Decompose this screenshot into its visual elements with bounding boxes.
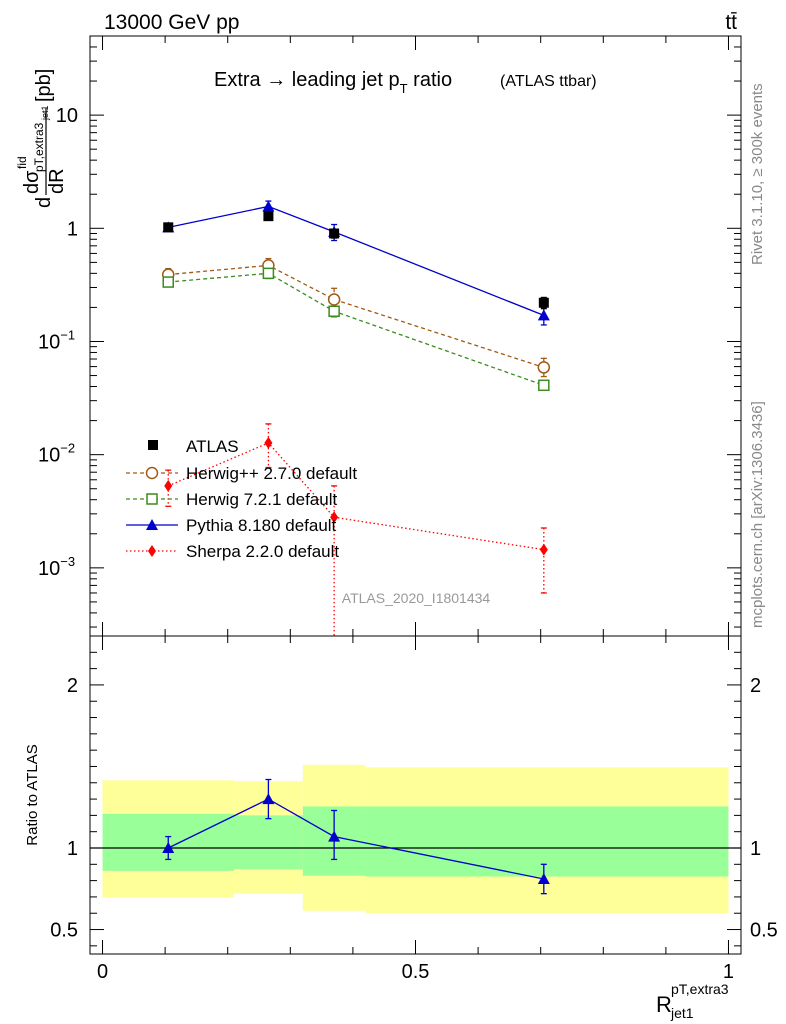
title-sub: T [400, 81, 408, 96]
title-tail: ratio [408, 69, 452, 91]
legend-entry-sherpa: Sherpa 2.2.0 default [126, 542, 339, 561]
data-point [328, 305, 340, 317]
ratio-point [328, 830, 341, 842]
ratio-y-tick-label-left: 0.5 [50, 920, 78, 942]
legend-marker-atlas [148, 440, 158, 450]
data-point [262, 267, 275, 280]
ylabel-unit: [pb] [33, 69, 55, 102]
y-tick-mantissa: 10 [38, 331, 60, 353]
process-label: tt̄ [725, 11, 737, 34]
data-point [537, 361, 551, 374]
ratio-y-tick-label-left: 2 [67, 675, 78, 697]
legend-entry-atlas: ATLAS [148, 437, 239, 456]
ratio-y-tick-label-left: 1 [67, 838, 78, 860]
ylabel-sigma-sub: pT,extra3 [32, 122, 46, 172]
analysis-watermark: ATLAS_2020_I1801434 [342, 590, 491, 606]
series-herwig-2-7-0-default [161, 257, 551, 378]
data-point [330, 511, 339, 524]
series-line-pythia-8-180-default [168, 205, 545, 317]
ylabel-denom-sub: jet1 [40, 105, 50, 121]
series-sherpa-2-2-0-default [164, 423, 548, 636]
energy-label: 13000 GeV pp [104, 11, 239, 34]
y-tick-label: 10−3 [38, 554, 75, 580]
ratio-point [262, 793, 275, 805]
legend-entry-herwig7: Herwig 7.2.1 default [126, 490, 337, 509]
legend-marker-pythia [146, 519, 158, 530]
ratio-y-label: Ratio to ATLAS [24, 744, 41, 845]
ylabel-sigma: dσ [21, 170, 43, 194]
legend-label-sherpa: Sherpa 2.2.0 default [186, 542, 339, 561]
series-herwig-7-2-1-default [162, 267, 550, 392]
xlabel-sub: jet1 [670, 1005, 694, 1021]
data-point [538, 379, 550, 392]
y-tick-label: 10 [56, 105, 78, 127]
xlabel-main: R [656, 992, 672, 1017]
ratio-point [537, 872, 550, 884]
series-atlas [163, 211, 549, 310]
title-main: Extra → leading jet p [214, 69, 400, 91]
data-point [329, 228, 340, 239]
legend-marker-herwigpp [145, 466, 159, 480]
legend-marker-herwig7 [146, 493, 158, 505]
series-line-herwig-7-2-1-default [168, 272, 545, 386]
xlabel-sup: pT,extra3 [671, 981, 729, 997]
mcplots-label: mcplots.cern.ch [arXiv:1306.3436] [749, 401, 766, 628]
ratio-frame [89, 635, 742, 955]
ratio-point [162, 842, 175, 853]
ratio-y-tick-label-right: 2 [750, 675, 761, 697]
ratio-panel: 0 0.5 1 0.5 0.5 1 1 2 2 Ratio to ATLAS R pT,extr… [24, 635, 778, 1021]
title-note: (ATLAS ttbar) [500, 73, 597, 90]
y-tick-exponent: −3 [60, 554, 75, 569]
x-tick-label: 1 [723, 961, 734, 983]
data-point [264, 436, 273, 449]
y-tick-label: 10−2 [38, 441, 75, 467]
legend-marker-sherpa [148, 545, 156, 557]
chart-title: Extra → leading jet pT ratio [214, 69, 452, 96]
ratio-series-group [162, 778, 550, 895]
main-y-label: d dσ fid pT,extra3 dR jet1 [pb] [15, 69, 68, 208]
legend-label-pythia: Pythia 8.180 default [186, 516, 337, 535]
legend-label-herwigpp: Herwig++ 2.7.0 default [186, 464, 357, 483]
ratio-bands [102, 764, 729, 914]
legend-label-herwig7: Herwig 7.2.1 default [186, 490, 337, 509]
data-point [162, 276, 174, 288]
main-series-group [161, 200, 551, 636]
legend-entry-pythia: Pythia 8.180 default [126, 516, 337, 535]
x-tick-label: 0 [97, 961, 108, 983]
data-point [263, 211, 274, 222]
legend-entry-herwigpp: Herwig++ 2.7.0 default [126, 464, 357, 483]
data-point [539, 543, 548, 556]
data-point [163, 222, 174, 233]
ylabel-lead: d [33, 197, 55, 208]
legend: ATLAS Herwig++ 2.7.0 default Herwig 7.2.… [126, 437, 357, 561]
ylabel-sigma-sup: fid [15, 156, 29, 169]
data-point [327, 293, 341, 306]
y-tick-exponent: −2 [60, 441, 75, 456]
uncertainty-band-inner [365, 806, 729, 877]
series-line-herwig-2-7-0-default [168, 264, 545, 369]
y-tick-mantissa: 10 [38, 558, 60, 580]
x-tick-label: 0.5 [402, 961, 430, 983]
legend-label-atlas: ATLAS [186, 437, 239, 456]
ratio-ticks: 0 0.5 1 0.5 0.5 1 1 2 2 [50, 636, 778, 983]
y-tick-label: 1 [67, 218, 78, 240]
ratio-line [167, 798, 544, 880]
x-axis-label: R pT,extra3 jet1 [656, 981, 729, 1021]
ratio-series-pythia-8-180-default [162, 778, 550, 895]
y-tick-exponent: −1 [60, 327, 75, 342]
data-point [164, 479, 173, 492]
y-tick-mantissa: 10 [38, 445, 60, 467]
data-point [262, 200, 275, 212]
ratio-y-tick-label-right: 0.5 [750, 920, 778, 942]
ratio-y-tick-label-right: 1 [750, 838, 761, 860]
y-tick-label: 10−1 [38, 327, 75, 353]
rivet-label: Rivet 3.1.10, ≥ 300k events [749, 83, 766, 265]
data-point [537, 309, 550, 321]
ylabel-denom: dR [46, 168, 68, 194]
uncertainty-band-inner [233, 815, 303, 870]
data-point [538, 297, 549, 308]
